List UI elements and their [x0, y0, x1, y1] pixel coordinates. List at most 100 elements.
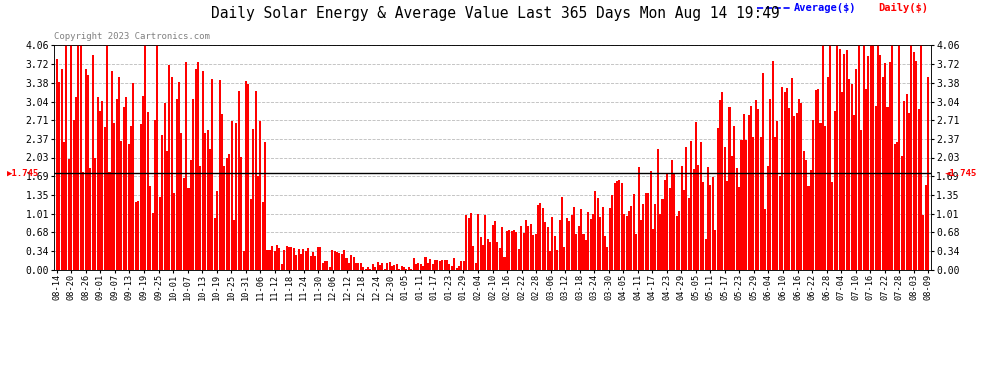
Bar	[442, 260, 444, 270]
Bar	[123, 107, 125, 270]
Bar	[75, 97, 77, 270]
Bar	[647, 193, 649, 270]
Bar	[850, 84, 852, 270]
Bar	[204, 133, 206, 270]
Bar	[180, 133, 182, 270]
Bar	[791, 78, 793, 270]
Bar	[882, 76, 884, 270]
Bar	[651, 229, 654, 270]
Text: ◄1.745: ◄1.745	[945, 169, 978, 178]
Bar	[199, 166, 202, 270]
Bar	[915, 61, 918, 270]
Bar	[551, 217, 553, 270]
Bar	[739, 187, 741, 270]
Bar	[329, 267, 331, 270]
Bar	[271, 246, 273, 270]
Bar	[671, 160, 673, 270]
Bar	[827, 76, 829, 270]
Bar	[896, 142, 898, 270]
Bar	[619, 180, 621, 270]
Bar	[886, 106, 889, 270]
Bar	[261, 201, 263, 270]
Bar	[676, 216, 678, 270]
Bar	[450, 266, 452, 270]
Bar	[518, 249, 520, 270]
Bar	[259, 121, 261, 270]
Bar	[793, 116, 795, 270]
Bar	[453, 258, 455, 270]
Bar	[906, 94, 908, 270]
Bar	[128, 144, 130, 270]
Bar	[812, 120, 815, 270]
Bar	[298, 249, 300, 270]
Bar	[221, 114, 223, 270]
Bar	[84, 69, 86, 270]
Bar	[111, 71, 113, 270]
Bar	[666, 172, 668, 270]
Bar	[245, 81, 247, 270]
Bar	[865, 88, 867, 270]
Bar	[425, 257, 427, 270]
Bar	[142, 96, 144, 270]
Bar	[233, 220, 235, 270]
Bar	[742, 114, 744, 270]
Bar	[288, 247, 290, 270]
Bar	[659, 214, 661, 270]
Bar	[899, 45, 901, 270]
Bar	[70, 45, 72, 270]
Bar	[587, 213, 589, 270]
Bar	[523, 234, 525, 270]
Bar	[731, 156, 733, 270]
Bar	[511, 231, 513, 270]
Bar	[465, 215, 467, 270]
Bar	[837, 45, 839, 270]
Bar	[700, 142, 702, 270]
Bar	[140, 124, 142, 270]
Bar	[147, 112, 148, 270]
Bar	[310, 256, 312, 270]
Bar	[891, 45, 893, 270]
Bar	[58, 82, 60, 270]
Bar	[712, 177, 714, 270]
Bar	[472, 246, 474, 270]
Bar	[99, 111, 101, 270]
Bar	[138, 201, 140, 270]
Bar	[752, 136, 754, 270]
Bar	[106, 45, 108, 270]
Bar	[446, 260, 448, 270]
Bar	[805, 160, 807, 270]
Bar	[796, 114, 798, 270]
Bar	[621, 183, 623, 270]
Bar	[494, 220, 496, 270]
Bar	[381, 263, 383, 270]
Bar	[145, 45, 147, 270]
Bar	[67, 159, 70, 270]
Bar	[822, 45, 824, 270]
Bar	[484, 215, 486, 270]
Bar	[269, 250, 271, 270]
Bar	[458, 266, 460, 270]
Bar	[92, 55, 94, 270]
Bar	[133, 83, 135, 270]
Bar	[626, 216, 628, 270]
Bar	[302, 249, 305, 270]
Bar	[344, 249, 346, 270]
Bar	[214, 218, 216, 270]
Bar	[170, 77, 173, 270]
Bar	[273, 251, 275, 270]
Bar	[317, 247, 319, 270]
Bar	[717, 128, 719, 270]
Bar	[705, 239, 707, 270]
Bar	[592, 214, 594, 270]
Bar	[278, 248, 280, 270]
Bar	[357, 263, 359, 270]
Bar	[894, 144, 896, 270]
Bar	[154, 120, 156, 270]
Bar	[415, 264, 417, 270]
Bar	[862, 45, 864, 270]
Bar	[525, 220, 527, 270]
Bar	[578, 226, 580, 270]
Bar	[901, 156, 903, 270]
Bar	[300, 254, 302, 270]
Bar	[508, 230, 510, 270]
